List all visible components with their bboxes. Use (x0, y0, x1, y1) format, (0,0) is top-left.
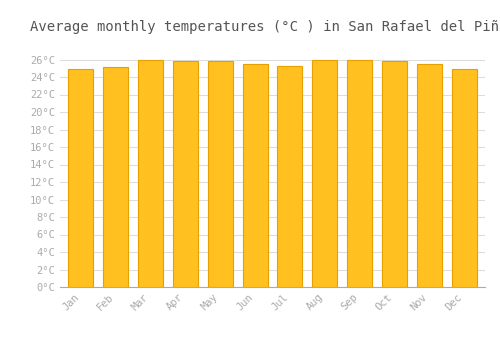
Bar (68, 69, 94, 287)
Title: Average monthly temperatures (°C ) in San Rafael del Piñal: Average monthly temperatures (°C ) in Sa… (30, 20, 500, 34)
Bar (382, 61, 407, 287)
Bar (103, 66, 128, 287)
Bar (278, 66, 302, 287)
Bar (242, 64, 268, 287)
Bar (452, 69, 476, 287)
Bar (138, 60, 163, 287)
Bar (173, 61, 198, 287)
Bar (208, 61, 233, 287)
Bar (347, 60, 372, 287)
Bar (312, 60, 338, 287)
Bar (416, 64, 442, 287)
